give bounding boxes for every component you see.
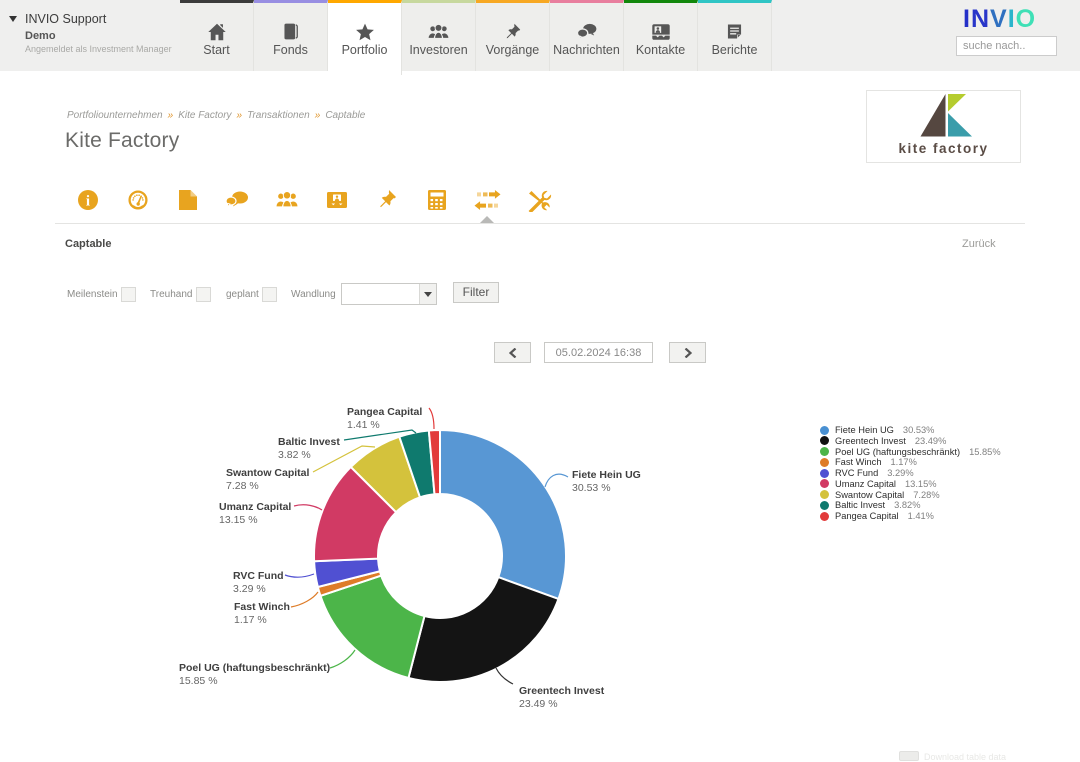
svg-text:kite factory: kite factory bbox=[898, 141, 988, 156]
svg-text:i: i bbox=[86, 194, 90, 210]
